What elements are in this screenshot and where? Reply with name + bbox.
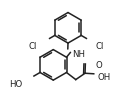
Text: O: O	[96, 61, 103, 70]
Text: NH: NH	[72, 50, 85, 59]
Text: OH: OH	[97, 73, 111, 82]
Text: HO: HO	[9, 80, 22, 89]
Text: Cl: Cl	[28, 42, 36, 51]
Text: Cl: Cl	[96, 42, 104, 51]
